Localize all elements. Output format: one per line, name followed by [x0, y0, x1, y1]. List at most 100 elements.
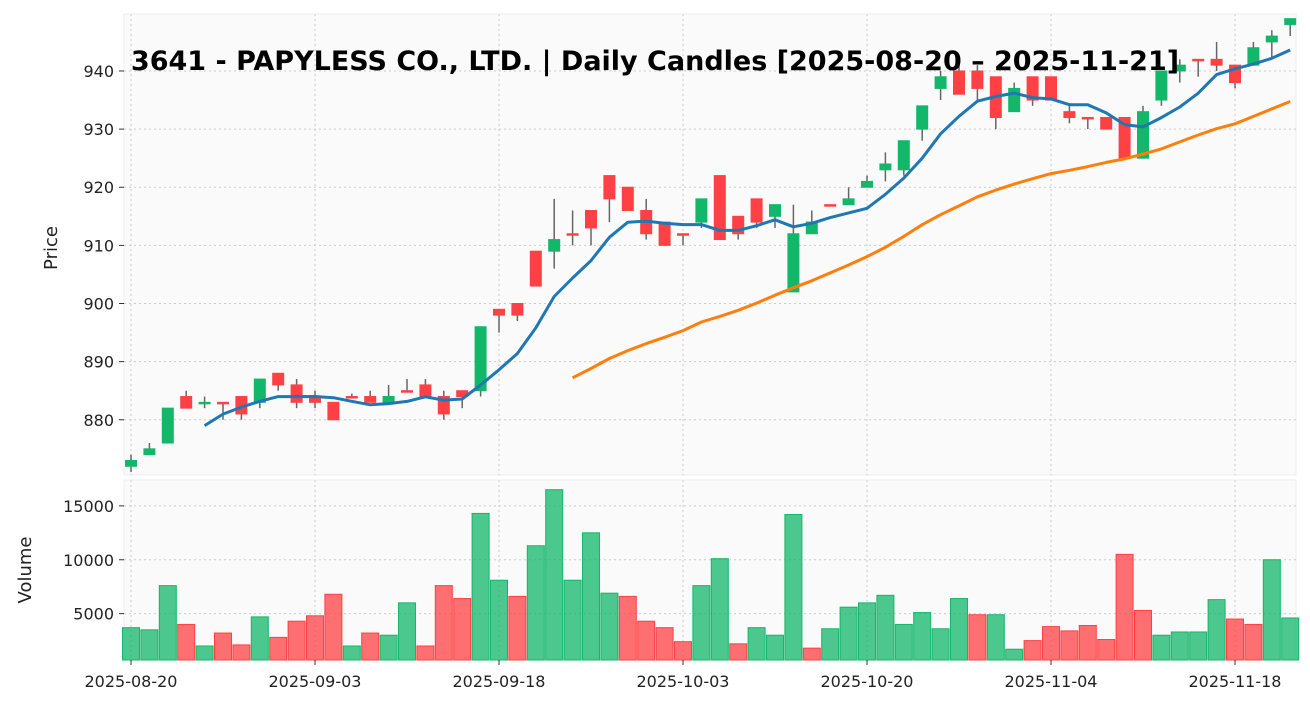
volume-bar — [1189, 631, 1208, 661]
candle-body — [1081, 116, 1094, 120]
candle-body — [732, 215, 745, 235]
volume-bar — [655, 627, 674, 661]
volume-bar — [490, 579, 508, 661]
volume-bar — [563, 579, 582, 661]
volume-bar — [379, 634, 398, 661]
volume-bar — [674, 641, 692, 661]
volume-bar — [710, 558, 729, 661]
chart-title: 3641 - PAPYLESS CO., LTD. | Daily Candle… — [131, 46, 1179, 77]
volume-bar — [986, 614, 1005, 661]
price-tick-label: 920 — [83, 178, 114, 197]
volume-bar — [1005, 648, 1024, 661]
candle-body — [345, 396, 358, 399]
volume-bar — [177, 623, 196, 661]
price-tick-label: 910 — [83, 236, 114, 255]
volume-bar — [821, 628, 840, 661]
candles — [125, 18, 1297, 473]
candle-body — [180, 396, 193, 409]
candle-body — [897, 140, 910, 171]
candle-body — [1192, 58, 1205, 62]
volume-bar — [766, 634, 784, 661]
candle-body — [1229, 64, 1241, 84]
candle-body — [585, 209, 597, 229]
candle-body — [1173, 64, 1186, 72]
volume-bar — [1097, 639, 1116, 661]
tick-labels: 880 890 900 910 920 930 940 5000 10000 15000 2025-… — [63, 62, 1281, 691]
volume-bar — [324, 593, 343, 661]
volume-bar — [195, 645, 214, 661]
candle-body — [125, 459, 137, 467]
moving-averages — [203, 48, 1291, 427]
candle-body — [1137, 111, 1149, 159]
volume-bar — [1207, 599, 1226, 661]
x-tick-label: 2025-09-18 — [453, 672, 546, 691]
candle-body — [217, 401, 229, 405]
volume-bar — [1060, 630, 1079, 661]
volume-bar — [140, 629, 159, 661]
candle-body — [1008, 87, 1021, 113]
volume-bar — [747, 627, 766, 661]
x-tick-label: 2025-10-03 — [637, 672, 730, 691]
volume-bar — [729, 643, 748, 661]
price-tick-label: 890 — [83, 353, 114, 372]
volume-bar — [1281, 617, 1300, 661]
volume-bar — [269, 636, 288, 661]
volume-bar — [618, 595, 637, 661]
candle-body — [1210, 58, 1223, 66]
candle-body — [879, 163, 892, 171]
x-tick-label: 2025-09-03 — [269, 672, 362, 691]
candle-body — [1045, 76, 1057, 101]
price-axis-label: Price — [41, 226, 62, 270]
ma-short-line — [203, 48, 1291, 427]
volume-bar — [1115, 553, 1134, 661]
volume-bar — [342, 645, 361, 661]
candle-body — [916, 105, 929, 130]
volume-bar — [250, 616, 269, 661]
candle-body — [382, 396, 395, 403]
candle-body — [529, 250, 542, 287]
candle-body — [437, 396, 450, 415]
volume-bar — [287, 620, 306, 661]
candle-body — [621, 186, 634, 211]
volume-bar — [214, 632, 232, 661]
volume-bar — [361, 632, 380, 661]
candle-body — [566, 233, 579, 236]
candle-body — [842, 198, 855, 206]
price-tick-label: 900 — [83, 295, 114, 314]
volume-axis-label: Volume — [15, 537, 36, 604]
candle-body — [364, 396, 377, 403]
candle-body — [934, 76, 947, 89]
candle-body — [143, 448, 156, 456]
volume-tick-label: 5000 — [73, 605, 114, 624]
candle-body — [677, 233, 689, 236]
candle-body — [695, 198, 708, 223]
candle-body — [603, 175, 616, 200]
candle-body — [548, 239, 561, 252]
ma-long-line — [571, 100, 1291, 380]
price-tick-label: 880 — [83, 411, 114, 430]
candle-body — [327, 401, 340, 421]
candle-body — [658, 221, 671, 246]
volume-bar — [416, 645, 435, 661]
volume-bar — [1170, 631, 1189, 661]
volume-tick-label: 10000 — [63, 551, 114, 570]
candle-body — [824, 204, 837, 207]
volume-bar — [692, 585, 711, 661]
volume-bar — [913, 612, 932, 661]
volume-bar — [784, 513, 803, 661]
volume-bar — [471, 512, 490, 661]
price-tick-label: 940 — [83, 62, 114, 81]
volume-bar — [1134, 609, 1152, 661]
volume-bar — [950, 598, 968, 661]
volume-bar — [582, 532, 600, 661]
volume-bar — [894, 623, 913, 661]
volume-tick-label: 15000 — [63, 497, 114, 516]
candle-body — [1265, 35, 1278, 43]
price-panel — [123, 13, 1297, 476]
volume-bar — [508, 595, 527, 661]
volume-bar — [839, 606, 858, 661]
candle-body — [713, 175, 726, 241]
volume-bar — [398, 602, 416, 661]
candle-body — [161, 407, 174, 444]
